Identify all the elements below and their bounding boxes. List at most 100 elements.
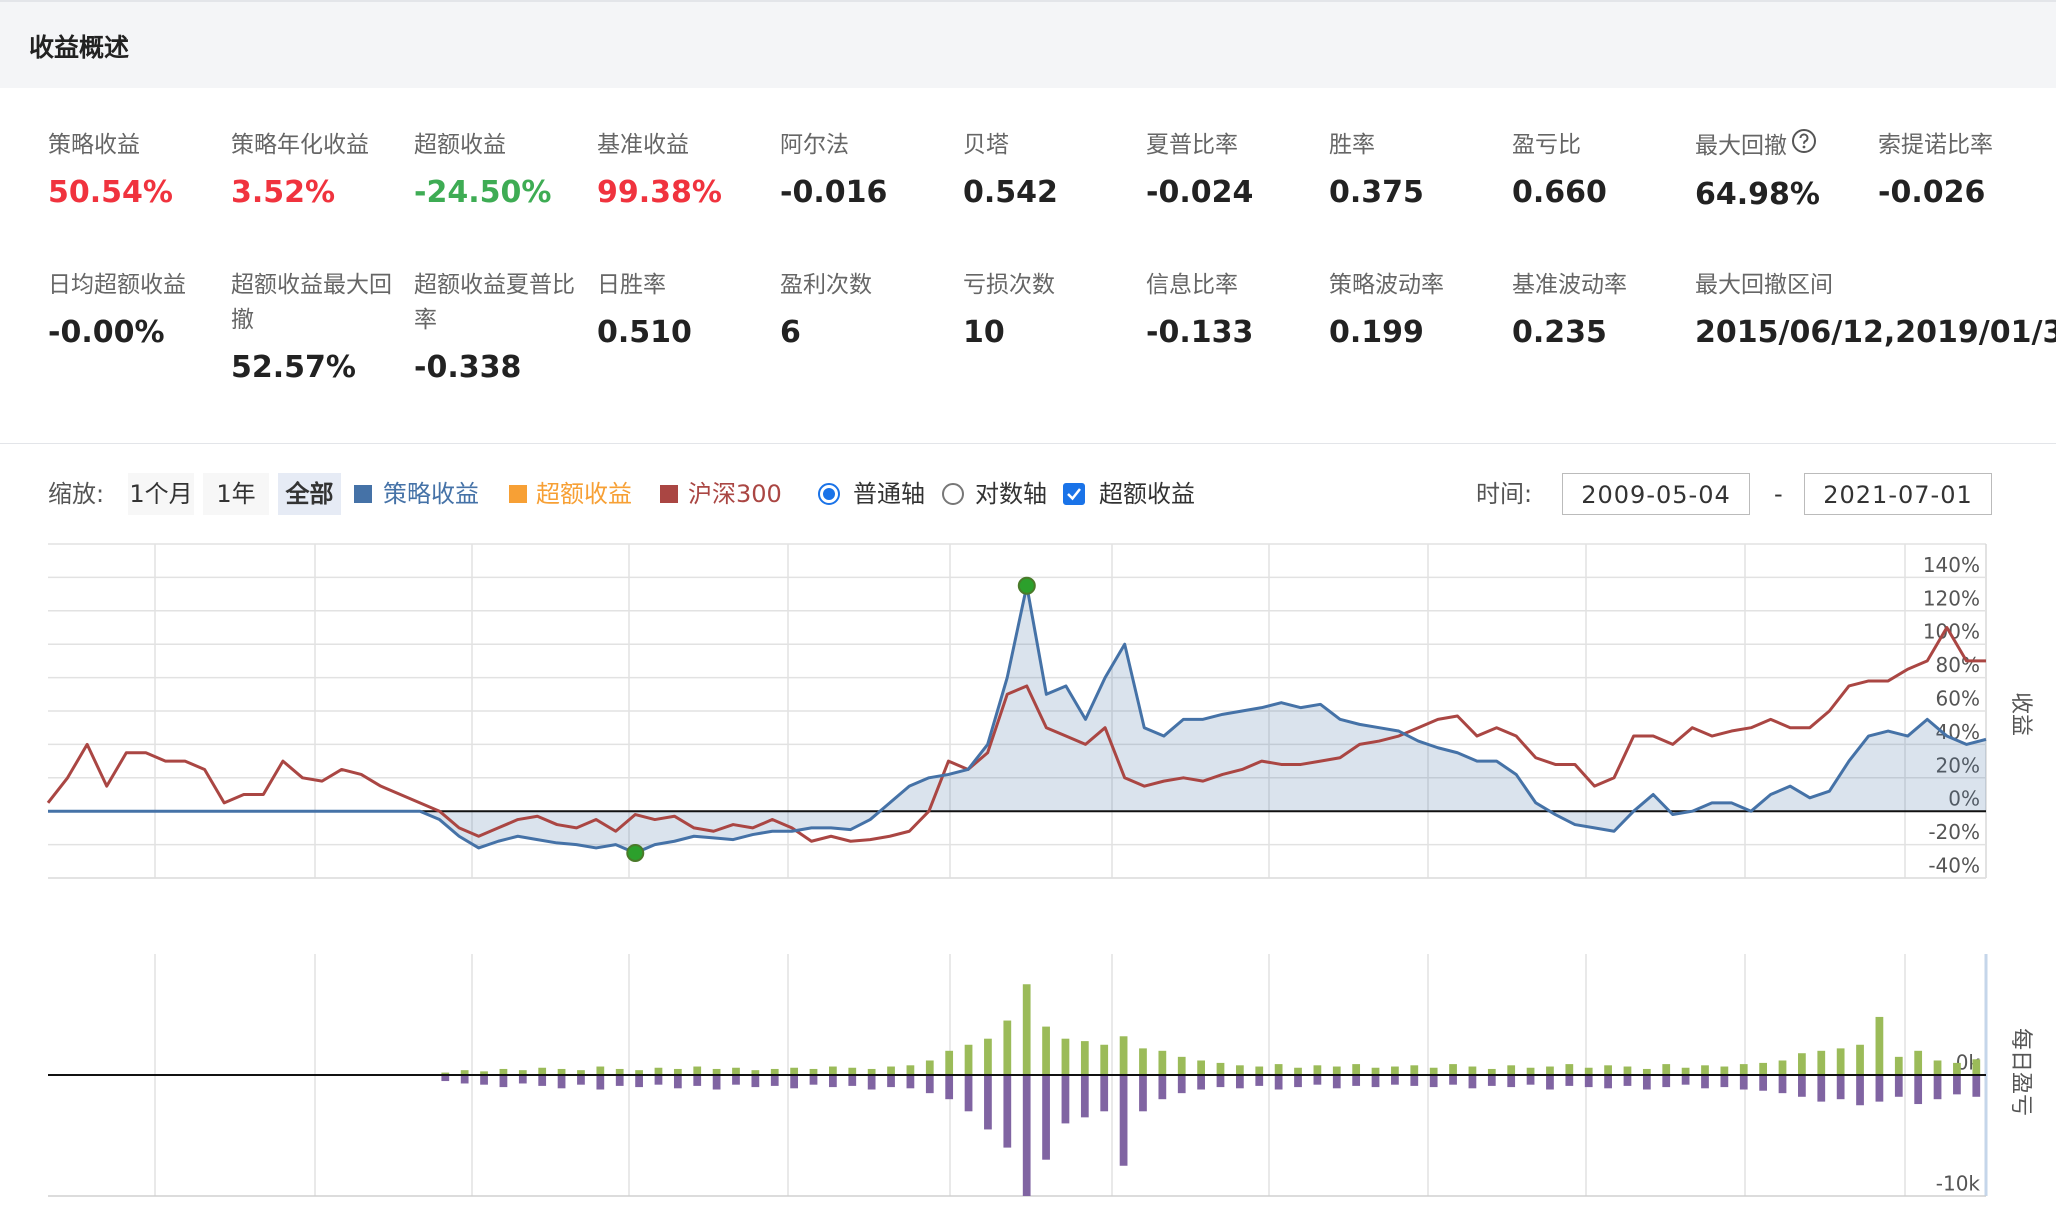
- metric-value: -0.026: [1878, 175, 1986, 210]
- bar: [1875, 1016, 1884, 1075]
- bar: [1313, 1075, 1322, 1085]
- help-icon[interactable]: [1791, 128, 1817, 165]
- metric-label-text: 超额收益: [414, 132, 506, 158]
- radio-label[interactable]: 对数轴: [975, 480, 1047, 508]
- metric-value: 0.660: [1512, 175, 1607, 210]
- bar: [1836, 1048, 1845, 1075]
- metric-label: 日胜率: [597, 268, 769, 303]
- bar: [1468, 1075, 1477, 1089]
- metric: 阿尔法 -0.016: [780, 128, 963, 215]
- bar: [557, 1068, 566, 1075]
- metric: 日均超额收益 -0.00%: [48, 268, 231, 388]
- divider: [0, 443, 2056, 444]
- metric-label-text: 日胜率: [597, 272, 666, 298]
- bar: [1429, 1075, 1438, 1088]
- bar: [1623, 1066, 1632, 1075]
- bar: [1158, 1050, 1167, 1075]
- metric-label-text: 阿尔法: [780, 132, 849, 158]
- metric: 日胜率 0.510: [597, 268, 780, 388]
- zoom-button[interactable]: 全部: [278, 473, 341, 515]
- y-tick-label: 60%: [1936, 687, 1980, 711]
- metric-label: 日均超额收益: [48, 268, 220, 303]
- date-input[interactable]: 2009-05-04: [1562, 473, 1750, 515]
- radio[interactable]: [818, 483, 840, 505]
- bar: [1255, 1066, 1264, 1075]
- bar: [1429, 1067, 1438, 1075]
- bar: [1197, 1060, 1205, 1075]
- metric: 胜率 0.375: [1329, 128, 1512, 215]
- legend-swatch: [509, 485, 527, 503]
- bar: [1701, 1075, 1709, 1089]
- bar: [1914, 1050, 1923, 1075]
- bar: [732, 1067, 740, 1075]
- bar: [441, 1072, 450, 1075]
- bar: [1507, 1075, 1516, 1088]
- metric: 超额收益最大回撤 52.57%: [231, 268, 414, 388]
- metric-value: 0.199: [1329, 315, 1424, 350]
- bar: [635, 1070, 643, 1075]
- bar: [1584, 1067, 1593, 1075]
- bar: [635, 1075, 643, 1088]
- legend-item[interactable]: 超额收益: [536, 480, 632, 508]
- metric-value: 2015/06/12,2019/01/31: [1695, 315, 2056, 350]
- bar: [770, 1075, 779, 1086]
- metric-value: 52.57%: [231, 350, 356, 385]
- metric-label: 超额收益夏普比率: [414, 268, 586, 338]
- bar: [984, 1038, 992, 1075]
- bar: [1119, 1036, 1128, 1075]
- bar: [1468, 1066, 1477, 1075]
- bar: [1139, 1075, 1147, 1112]
- zoom-button[interactable]: 1年: [203, 473, 269, 515]
- metric-label: 最大回撤: [1695, 128, 1867, 165]
- bar: [538, 1067, 547, 1075]
- bar: [1953, 1075, 1961, 1095]
- line: [48, 584, 1987, 855]
- bar: [1410, 1065, 1419, 1075]
- bar: [770, 1068, 779, 1075]
- metric-value: 64.98%: [1695, 177, 1820, 212]
- bar: [1332, 1066, 1341, 1075]
- bar: [615, 1075, 624, 1086]
- bar: [1003, 1020, 1012, 1075]
- bar: [1158, 1075, 1167, 1100]
- date-input[interactable]: 2021-07-01: [1804, 473, 1992, 515]
- bar: [1197, 1075, 1205, 1090]
- bar: [1235, 1075, 1244, 1089]
- metric-label-text: 贝塔: [963, 132, 1009, 158]
- bar: [518, 1070, 527, 1075]
- bar: [712, 1075, 721, 1090]
- bar: [867, 1075, 876, 1090]
- metric-value: 0.510: [597, 315, 692, 350]
- bar: [1817, 1075, 1826, 1102]
- metric: 基准波动率 0.235: [1512, 268, 1695, 388]
- radio[interactable]: [942, 483, 964, 505]
- bar: [887, 1066, 895, 1075]
- metric-value: -0.016: [780, 175, 888, 210]
- legend-item[interactable]: 策略收益: [383, 480, 479, 508]
- legend-item[interactable]: 沪深300: [688, 480, 782, 508]
- bar: [460, 1070, 469, 1075]
- bar: [460, 1075, 469, 1084]
- bar: [1953, 1062, 1961, 1075]
- bar: [751, 1070, 760, 1075]
- bar: [848, 1075, 857, 1086]
- bar: [925, 1060, 934, 1075]
- bar: [693, 1066, 702, 1075]
- bar: [1507, 1065, 1516, 1075]
- bar: [1061, 1075, 1070, 1124]
- zoom-button[interactable]: 1个月: [128, 473, 194, 515]
- bar: [1604, 1075, 1612, 1089]
- checkbox[interactable]: [1063, 483, 1085, 505]
- checkbox-label[interactable]: 超额收益: [1099, 480, 1195, 508]
- bar: [693, 1075, 702, 1086]
- bar: [577, 1075, 585, 1085]
- bar: [654, 1075, 663, 1085]
- bar: [1216, 1062, 1225, 1075]
- metric-label: 盈亏比: [1512, 128, 1684, 163]
- y-tick-label: -10k: [1936, 1172, 1981, 1196]
- metric: 盈利次数 6: [780, 268, 963, 388]
- bar: [1681, 1067, 1690, 1075]
- metric: 基准收益 99.38%: [597, 128, 780, 215]
- radio-label[interactable]: 普通轴: [853, 480, 925, 508]
